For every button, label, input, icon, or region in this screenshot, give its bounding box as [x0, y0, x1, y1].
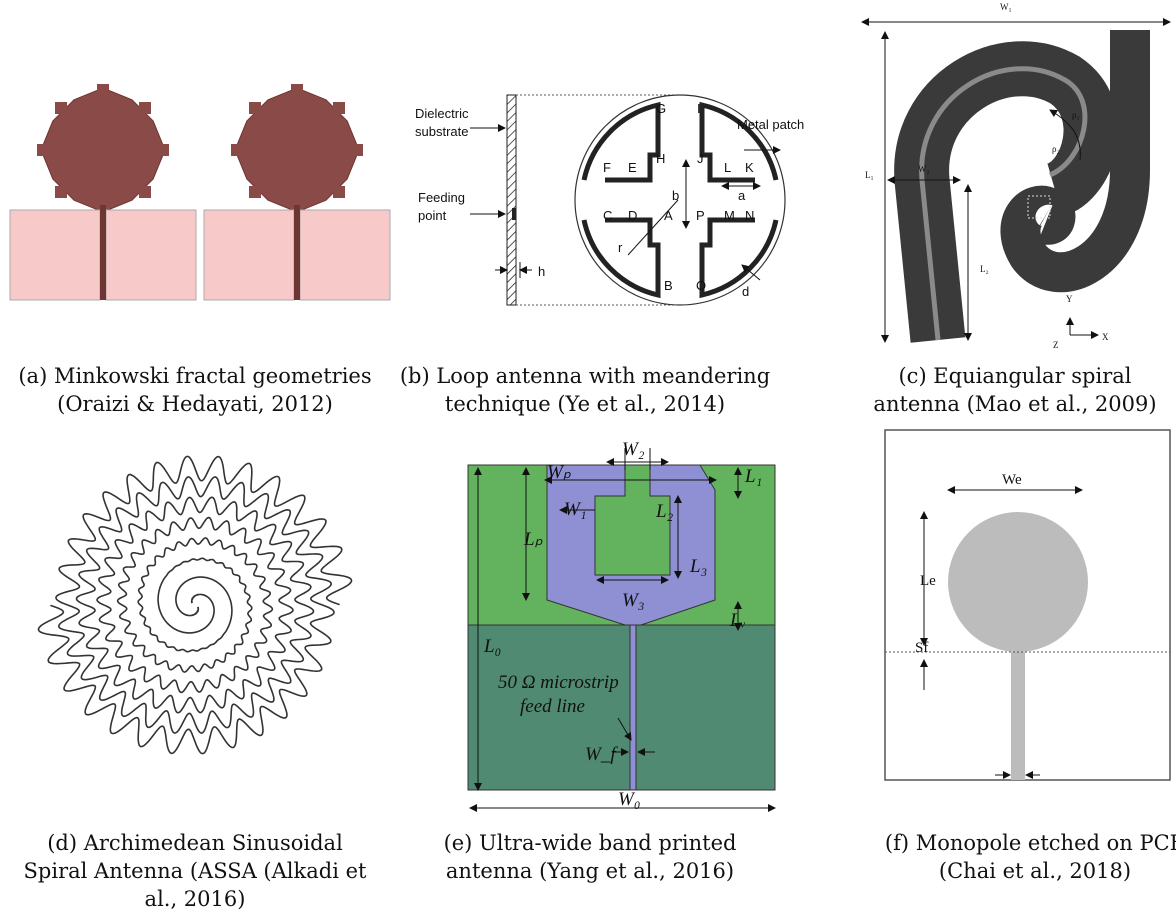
- diagram-label: B: [664, 278, 673, 293]
- fractal-notch: [157, 144, 169, 156]
- fractal-notch: [333, 102, 345, 114]
- caption: (f) Monopole etched on PCB: [885, 831, 1176, 855]
- caption: antenna (Mao et al., 2009): [873, 392, 1156, 416]
- diagram-label: Y: [1066, 294, 1073, 304]
- diagram-label: b: [672, 188, 679, 203]
- diagram-label: Feeding: [418, 190, 465, 205]
- diagram-label: r: [618, 240, 623, 255]
- fractal-notch: [351, 144, 363, 156]
- fractal-notch: [231, 144, 243, 156]
- diagram-label: L₁: [744, 466, 762, 487]
- diagram-label: ρ₁: [1072, 110, 1080, 120]
- diagram-label: Wₚ: [547, 462, 572, 483]
- diagram-label: point: [418, 208, 447, 223]
- diagram-label: H: [656, 151, 665, 166]
- diagram-label: C: [603, 208, 612, 223]
- diagram-label: W_f: [585, 744, 618, 765]
- caption: antenna (Yang et al., 2016): [446, 859, 734, 883]
- diagram-label: L₀: [483, 636, 501, 657]
- caption: Spiral Antenna (ASSA (Alkadi et: [24, 859, 367, 883]
- fractal-notch: [55, 102, 67, 114]
- ground-plane: [10, 210, 100, 300]
- fractal-notch: [37, 144, 49, 156]
- fractal-notch: [139, 186, 151, 198]
- diagram-label: 50 Ω microstrip: [498, 672, 619, 693]
- diagram-label: d: [742, 284, 749, 299]
- diagram-label: Sf: [915, 640, 928, 656]
- diagram-label: D: [628, 208, 637, 223]
- diagram-label: Le: [920, 573, 936, 589]
- feed-line: [100, 205, 106, 300]
- diagram-label: O: [696, 278, 706, 293]
- caption: (c) Equiangular spiral: [898, 364, 1131, 388]
- diagram-label: I: [697, 101, 701, 116]
- metal-patch: [584, 220, 658, 295]
- diagram-label: W₁: [564, 499, 586, 520]
- diagram-label: feed line: [520, 696, 585, 717]
- caption: (e) Ultra-wide band printed: [444, 831, 737, 855]
- ground-plane: [300, 210, 390, 300]
- diagram-label: W₀: [618, 789, 640, 810]
- substrate: [507, 95, 516, 305]
- diagram-label: a: [738, 188, 746, 203]
- feed-line: [1011, 652, 1025, 780]
- fractal-notch: [249, 102, 261, 114]
- fractal-notch: [97, 84, 109, 96]
- fractal-notch: [249, 186, 261, 198]
- ground-plane: [204, 210, 294, 300]
- caption: (d) Archimedean Sinusoidal: [47, 831, 343, 855]
- diagram-label: L: [724, 160, 731, 175]
- diagram-label: M: [724, 208, 735, 223]
- diagram-label: P: [696, 208, 705, 223]
- fractal-notch: [55, 186, 67, 198]
- fractal-notch: [333, 186, 345, 198]
- feed-line: [294, 205, 300, 300]
- diagram-label: W₂: [918, 164, 930, 174]
- caption: al., 2016): [145, 887, 246, 911]
- diagram-label: G: [656, 101, 666, 116]
- diagram-label: W₃: [622, 590, 644, 611]
- page: Dielectric substrate Feeding point Metal pat…: [0, 0, 1176, 915]
- diagram-label: X: [1102, 332, 1109, 342]
- diagram-label: We: [1002, 472, 1022, 488]
- diagram-label: L₂: [980, 264, 989, 274]
- caption: technique (Ye et al., 2014): [445, 392, 725, 416]
- diagram-label: Lᵥ: [729, 610, 746, 631]
- caption: (Oraizi & Hedayati, 2012): [57, 392, 333, 416]
- caption: (a) Minkowski fractal geometries: [18, 364, 371, 388]
- diagram-label: ρ₂: [1052, 144, 1060, 154]
- feed-point: [512, 208, 516, 220]
- metal-patch: [584, 105, 658, 180]
- figure: Dielectric substrate Feeding point Metal pat…: [0, 0, 1176, 915]
- diagram-label: h: [538, 264, 545, 279]
- diagram-label: L₃: [689, 556, 707, 577]
- diagram-label: Lₚ: [523, 529, 544, 550]
- ground-plane: [106, 210, 196, 300]
- caption: (b) Loop antenna with meandering: [400, 364, 770, 388]
- feed-line: [630, 625, 636, 790]
- diagram-label: A: [664, 208, 673, 223]
- fractal-notch: [291, 84, 303, 96]
- diagram-label: K: [745, 160, 754, 175]
- ground-plane: [468, 625, 775, 790]
- diagram-label: L₂: [655, 501, 674, 522]
- diagram-label: F: [603, 160, 611, 175]
- diagram-label: Metal patch: [737, 117, 804, 132]
- diagram-label: Dielectric: [415, 106, 469, 121]
- fractal-notch: [139, 102, 151, 114]
- diagram-label: L₁: [865, 170, 874, 180]
- diagram-label: substrate: [415, 124, 468, 139]
- metal-patch: [702, 220, 776, 295]
- diagram-label: E: [628, 160, 637, 175]
- caption: (Chai et al., 2018): [939, 859, 1131, 883]
- radiator: [948, 512, 1088, 652]
- diagram-label: W₂: [622, 439, 645, 460]
- diagram-label: N: [745, 208, 754, 223]
- diagram-label: W₁: [1000, 2, 1012, 12]
- diagram-label: Z: [1053, 340, 1059, 350]
- diagram-label: J: [697, 151, 704, 166]
